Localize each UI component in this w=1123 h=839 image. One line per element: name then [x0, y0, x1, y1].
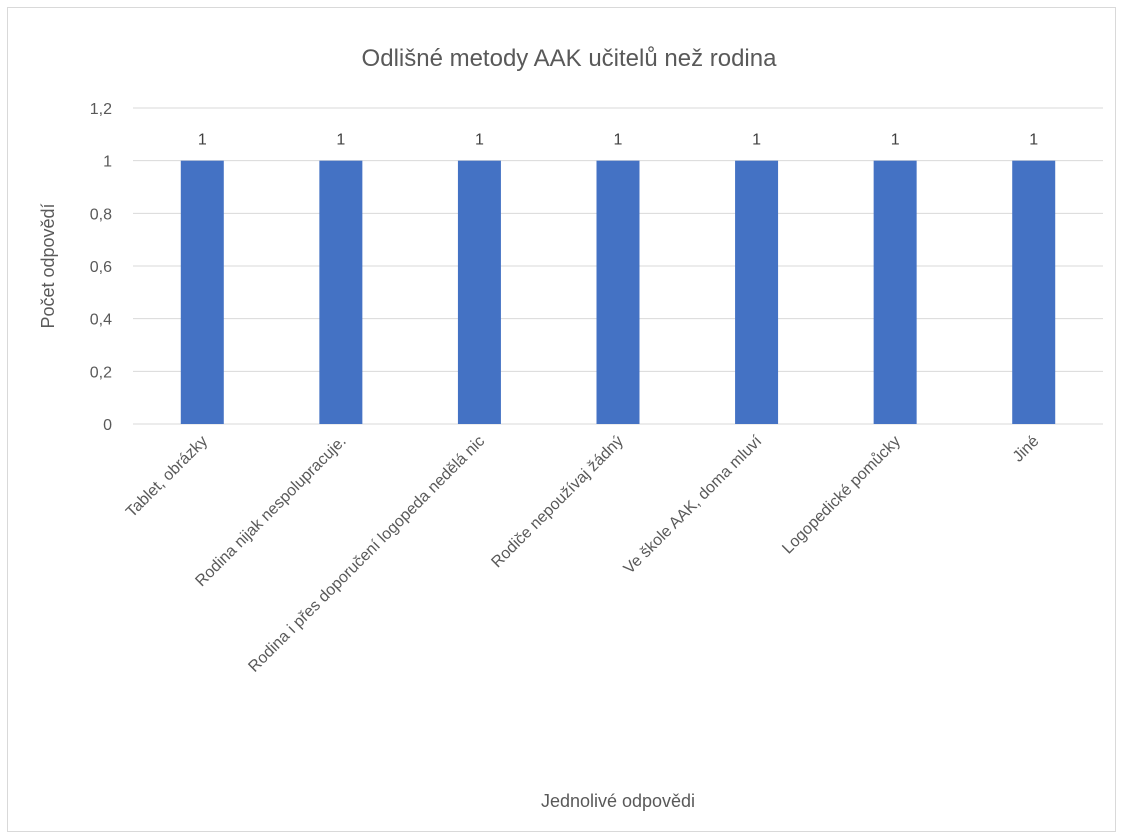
bar: [1012, 160, 1056, 424]
y-tick-label: 0,4: [90, 312, 112, 329]
y-axis-title: Počet odpovědí: [38, 203, 58, 328]
x-category-label: Logopedické pomůcky: [779, 432, 904, 557]
x-category-label: Rodina nijak nespolupracuje.: [192, 433, 349, 590]
data-label: 1: [336, 132, 345, 149]
data-label: 1: [1029, 132, 1038, 149]
data-label: 1: [614, 132, 623, 149]
x-category-label: Rodina i přes doporučení logopeda nedělá…: [245, 433, 488, 676]
bar: [873, 160, 917, 424]
data-label: 1: [475, 132, 484, 149]
bar: [457, 160, 501, 424]
data-labels: 1 1 1 1 1 1 1: [198, 132, 1038, 149]
y-tick-label: 1,2: [90, 101, 112, 118]
x-axis-title: Jednolivé odpovědi: [541, 791, 695, 811]
data-label: 1: [891, 132, 900, 149]
y-axis-ticks: 0 0,2 0,4 0,6 0,8 1 1,2: [90, 101, 112, 434]
x-category-label: Ve škole AAK, doma mluví: [621, 432, 766, 577]
chart-title: Odlišné metody AAK učitelů než rodina: [362, 45, 778, 72]
y-tick-label: 0,2: [90, 364, 112, 381]
y-tick-label: 0: [103, 417, 112, 434]
y-tick-label: 1: [103, 154, 112, 171]
bar: [596, 160, 640, 424]
data-label: 1: [752, 132, 761, 149]
data-label: 1: [198, 132, 207, 149]
x-category-label: Tablet, obrázky: [123, 433, 211, 521]
bar: [319, 160, 363, 424]
x-category-label: Jiné: [1010, 433, 1043, 466]
bar: [180, 160, 224, 424]
bar: [735, 160, 779, 424]
y-tick-label: 0,8: [90, 206, 112, 223]
y-tick-label: 0,6: [90, 259, 112, 276]
bars: [180, 160, 1056, 424]
x-category-label: Rodiče nepoužívaj žádný: [488, 433, 626, 571]
